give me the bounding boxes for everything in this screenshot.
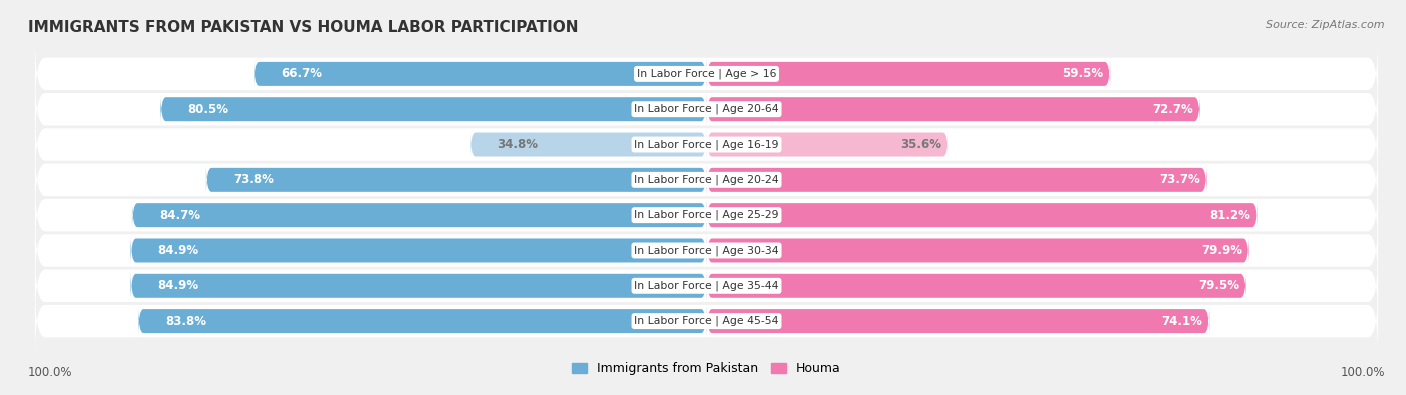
Text: 34.8%: 34.8%	[498, 138, 538, 151]
Legend: Immigrants from Pakistan, Houma: Immigrants from Pakistan, Houma	[568, 357, 845, 380]
FancyBboxPatch shape	[254, 58, 707, 90]
FancyBboxPatch shape	[35, 284, 1378, 358]
FancyBboxPatch shape	[707, 269, 1246, 302]
Text: 84.9%: 84.9%	[157, 279, 198, 292]
FancyBboxPatch shape	[131, 269, 707, 302]
FancyBboxPatch shape	[35, 179, 1378, 252]
FancyBboxPatch shape	[35, 214, 1378, 287]
Text: 84.9%: 84.9%	[157, 244, 198, 257]
Text: 73.7%: 73.7%	[1159, 173, 1199, 186]
FancyBboxPatch shape	[35, 249, 1378, 323]
Text: 81.2%: 81.2%	[1209, 209, 1250, 222]
FancyBboxPatch shape	[131, 234, 707, 267]
Text: 100.0%: 100.0%	[28, 366, 73, 379]
Text: 59.5%: 59.5%	[1063, 68, 1104, 81]
Text: In Labor Force | Age 16-19: In Labor Force | Age 16-19	[634, 139, 779, 150]
FancyBboxPatch shape	[707, 305, 1209, 337]
FancyBboxPatch shape	[707, 199, 1257, 231]
Text: In Labor Force | Age 20-24: In Labor Force | Age 20-24	[634, 175, 779, 185]
Text: In Labor Force | Age 30-34: In Labor Force | Age 30-34	[634, 245, 779, 256]
FancyBboxPatch shape	[707, 128, 948, 161]
FancyBboxPatch shape	[35, 143, 1378, 216]
FancyBboxPatch shape	[471, 128, 707, 161]
FancyBboxPatch shape	[35, 37, 1378, 111]
FancyBboxPatch shape	[707, 234, 1249, 267]
FancyBboxPatch shape	[138, 305, 707, 337]
FancyBboxPatch shape	[707, 93, 1199, 126]
Text: IMMIGRANTS FROM PAKISTAN VS HOUMA LABOR PARTICIPATION: IMMIGRANTS FROM PAKISTAN VS HOUMA LABOR …	[28, 20, 579, 35]
FancyBboxPatch shape	[35, 72, 1378, 146]
Text: 66.7%: 66.7%	[281, 68, 322, 81]
Text: 73.8%: 73.8%	[233, 173, 274, 186]
Text: In Labor Force | Age 25-29: In Labor Force | Age 25-29	[634, 210, 779, 220]
Text: 79.9%: 79.9%	[1201, 244, 1241, 257]
FancyBboxPatch shape	[205, 164, 707, 196]
FancyBboxPatch shape	[707, 164, 1206, 196]
FancyBboxPatch shape	[707, 58, 1111, 90]
Text: In Labor Force | Age 45-54: In Labor Force | Age 45-54	[634, 316, 779, 326]
Text: 79.5%: 79.5%	[1198, 279, 1239, 292]
Text: Source: ZipAtlas.com: Source: ZipAtlas.com	[1267, 20, 1385, 30]
Text: 72.7%: 72.7%	[1152, 103, 1192, 116]
FancyBboxPatch shape	[160, 93, 707, 126]
Text: 35.6%: 35.6%	[900, 138, 941, 151]
Text: In Labor Force | Age 20-64: In Labor Force | Age 20-64	[634, 104, 779, 115]
FancyBboxPatch shape	[132, 199, 707, 231]
Text: 74.1%: 74.1%	[1161, 314, 1202, 327]
FancyBboxPatch shape	[35, 108, 1378, 181]
Text: 84.7%: 84.7%	[159, 209, 200, 222]
Text: 83.8%: 83.8%	[165, 314, 207, 327]
Text: In Labor Force | Age 35-44: In Labor Force | Age 35-44	[634, 280, 779, 291]
Text: 100.0%: 100.0%	[1340, 366, 1385, 379]
Text: In Labor Force | Age > 16: In Labor Force | Age > 16	[637, 69, 776, 79]
Text: 80.5%: 80.5%	[187, 103, 229, 116]
